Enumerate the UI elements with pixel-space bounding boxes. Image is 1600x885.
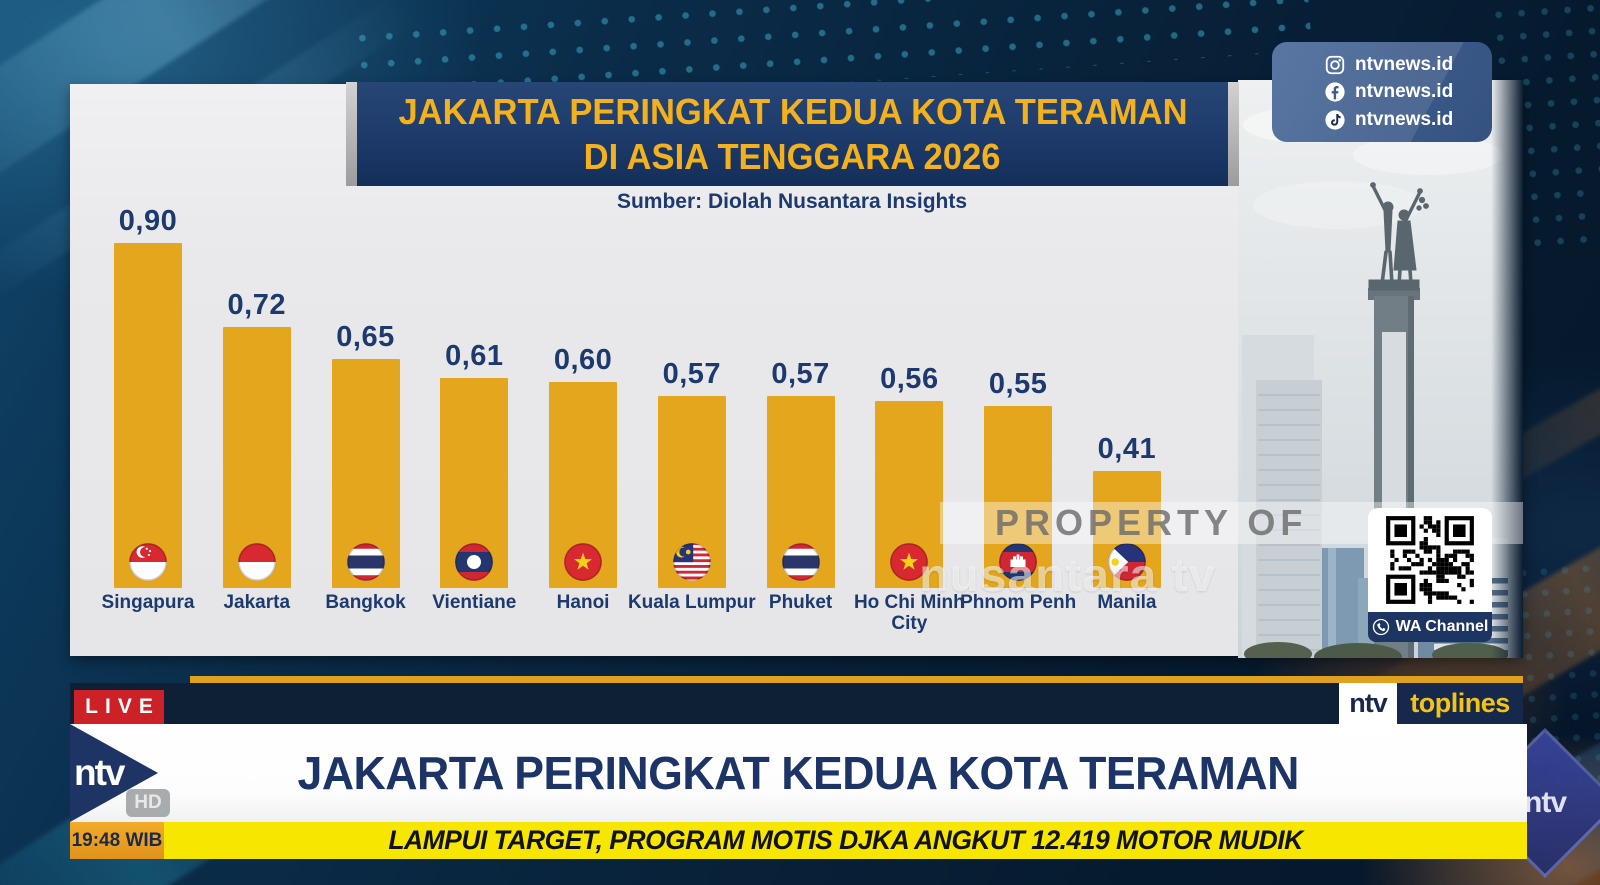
- bar-vientiane: [440, 378, 509, 588]
- bar-value: 0,57: [662, 358, 722, 390]
- flag-indonesia-icon: [237, 542, 277, 582]
- instagram-icon: [1325, 55, 1345, 74]
- flag-laos-icon: [454, 542, 494, 582]
- bar-column-bangkok: 0,65 Bangkok: [312, 192, 420, 644]
- bar-column-hanoi: 0,60 Hanoi: [529, 192, 637, 644]
- chart-title-banner: JAKARTA PERINGKAT KEDUA KOTA TERAMAN DI …: [357, 82, 1228, 186]
- social-row-tiktok: ntvnews.id: [1324, 109, 1492, 131]
- flag-thailand-icon: [781, 542, 821, 582]
- bar-column-phuket: 0,57 Phuket: [747, 192, 855, 644]
- ticker-text: LAMPUI TARGET, PROGRAM MOTIS DJKA ANGKUT…: [388, 825, 1303, 855]
- bar-singapura: [114, 243, 182, 588]
- banner-shadow-left: [346, 82, 357, 186]
- headline-text: JAKARTA PERINGKAT KEDUA KOTA TERAMAN: [297, 747, 1300, 799]
- live-badge: LIVE: [74, 690, 164, 724]
- chart-title-line1: JAKARTA PERINGKAT KEDUA KOTA TERAMAN: [397, 91, 1188, 132]
- whatsapp-icon: [1372, 618, 1389, 636]
- bar-value: 0,72: [227, 289, 286, 321]
- ticker-band: LAMPUI TARGET, PROGRAM MOTIS DJKA ANGKUT…: [70, 822, 1527, 859]
- wa-channel-badge: WA Channel: [1368, 612, 1492, 642]
- social-row-facebook: ntvnews.id: [1324, 81, 1492, 103]
- bar-column-singapura: 0,90 Singapura: [94, 192, 202, 644]
- bar-column-vientiane: 0,61 Vientiane: [420, 192, 528, 644]
- qr-code-image: [1386, 516, 1474, 604]
- bar-jakarta: [222, 327, 291, 588]
- flag-malaysia-icon: [672, 542, 712, 582]
- gold-divider: [190, 676, 1523, 683]
- wa-channel-label: WA Channel: [1395, 618, 1489, 635]
- bar-value: 0,60: [553, 344, 613, 376]
- ntv-brand-badge: ntv: [1339, 683, 1397, 724]
- bar-value: 0,90: [118, 205, 178, 237]
- bar-value: 0,61: [445, 340, 504, 372]
- flag-thailand-icon: [346, 542, 386, 582]
- social-row-instagram: ntvnews.id: [1324, 54, 1492, 76]
- bar-value: 0,56: [880, 363, 939, 395]
- bar-kuala-lumpur: [657, 396, 726, 588]
- bar-bangkok: [331, 359, 400, 588]
- nusantara-tv-watermark: nusantara tv: [919, 549, 1217, 601]
- clock: 19:48 WIB: [70, 822, 164, 859]
- social-handle: ntvnews.id: [1355, 108, 1454, 130]
- bar-value: 0,57: [771, 358, 830, 390]
- tiktok-icon: [1325, 109, 1345, 130]
- bar-column-jakarta: 0,72 Jakarta: [203, 192, 311, 644]
- bar-value: 0,55: [988, 368, 1048, 400]
- social-handle: ntvnews.id: [1355, 53, 1454, 75]
- bar-hanoi: [549, 382, 618, 588]
- bar-column-kuala-lumpur: 0,57 Kuala Lumpur: [628, 192, 756, 644]
- flag-vietnam-icon: [563, 542, 603, 582]
- social-media-panel: ntvnews.id ntvnews.id ntvnews.id: [1272, 42, 1492, 142]
- qr-code: [1368, 508, 1492, 612]
- bar-value: 0,41: [1097, 433, 1157, 465]
- lower-third-band: [70, 683, 1523, 724]
- toplines-badge: toplines: [1397, 683, 1523, 724]
- social-handle: ntvnews.id: [1355, 81, 1454, 102]
- flag-singapore-icon: [128, 542, 168, 582]
- facebook-icon: [1325, 82, 1345, 102]
- hd-badge: HD: [126, 789, 170, 817]
- bar-value: 0,65: [336, 321, 395, 353]
- bar-phuket: [766, 396, 835, 588]
- banner-shadow-right: [1228, 82, 1239, 186]
- headline-band: JAKARTA PERINGKAT KEDUA KOTA TERAMAN: [70, 724, 1527, 822]
- chart-title-line2: DI ASIA TENGGARA 2026: [584, 136, 1001, 177]
